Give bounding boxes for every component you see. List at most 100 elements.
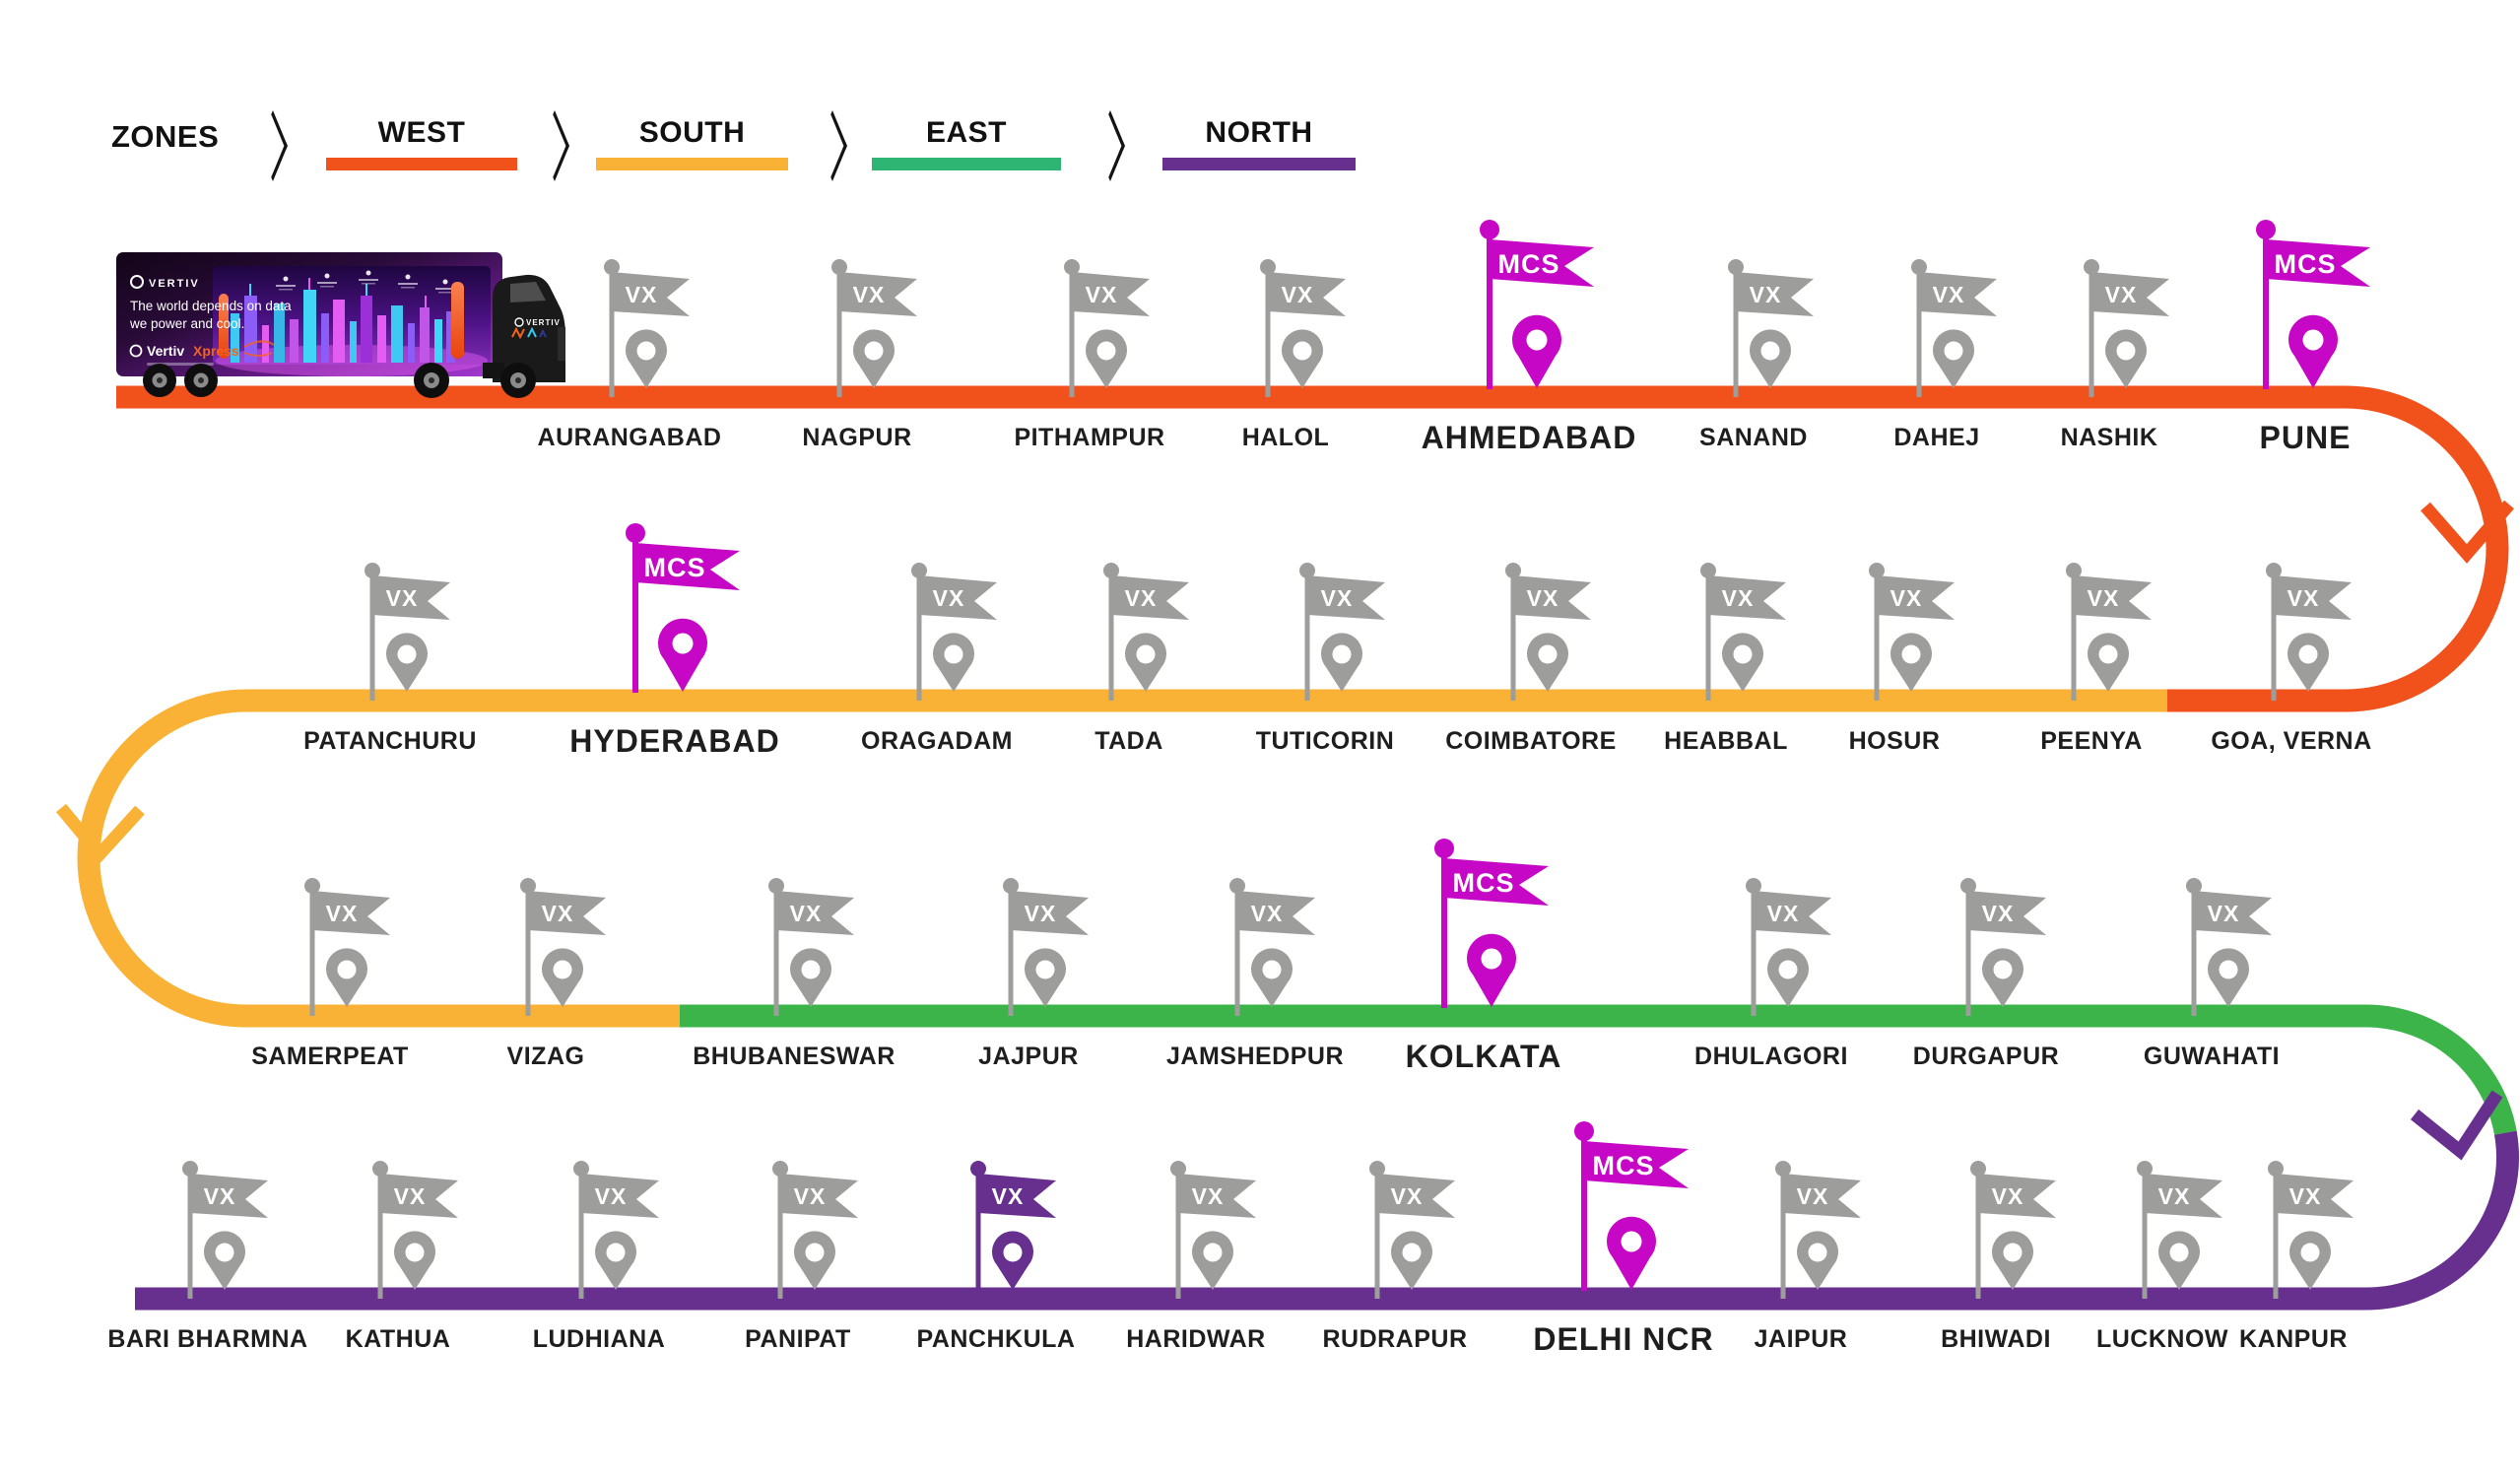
city-label: COIMBATORE xyxy=(1445,727,1617,755)
city-label: KATHUA xyxy=(346,1325,451,1353)
vx-flag-label: VX xyxy=(1192,1183,1225,1209)
city-label: HARIDWAR xyxy=(1126,1325,1266,1353)
truck-chassis xyxy=(483,363,504,378)
zone-label-north: NORTH xyxy=(1205,116,1313,149)
truck-tagline-line2: we power and cool. xyxy=(129,316,244,331)
vx-flag-label: VX xyxy=(1125,585,1158,611)
flag-pole xyxy=(1234,888,1240,1016)
city-marker-panipat: VX PANIPAT xyxy=(745,1161,858,1353)
vx-flag-label: VX xyxy=(2208,901,2240,926)
vx-flag-icon xyxy=(612,272,690,316)
vx-flag-icon xyxy=(528,891,606,935)
vx-flag-icon xyxy=(1178,1174,1256,1218)
flag-pole-cap xyxy=(1480,220,1499,239)
vx-flag-label: VX xyxy=(204,1183,236,1209)
vx-flag-label: VX xyxy=(853,282,886,307)
vx-flag-label: VX xyxy=(2105,282,2138,307)
flag-pole-cap xyxy=(520,878,536,894)
zone-color-bar-south xyxy=(596,158,788,170)
truck-screen-captions xyxy=(276,270,455,294)
city-marker-patanchuru: VX PATANCHURU xyxy=(303,563,476,755)
location-pin-hole xyxy=(1733,644,1753,664)
city-marker-kanpur: VX KANPUR xyxy=(2239,1161,2354,1353)
truck-illustration: VERTIV The world depends on data we powe… xyxy=(116,252,565,398)
city-label: JAIPUR xyxy=(1755,1325,1848,1353)
city-marker-bhubaneswar: VX BHUBANESWAR xyxy=(693,878,895,1070)
mcs-flag-icon xyxy=(2266,239,2370,287)
city-label: DURGAPUR xyxy=(1913,1043,2059,1070)
location-pin-hole xyxy=(606,1243,626,1262)
cab-logo-icon xyxy=(514,317,524,327)
flag-pole xyxy=(1510,573,1516,701)
vx-flag-icon xyxy=(1072,272,1150,316)
city-label: BARI BHARMNA xyxy=(107,1325,307,1353)
vx-flag-label: VX xyxy=(1933,282,1965,307)
flag-pole-cap xyxy=(1505,563,1521,578)
flag-pole-cap xyxy=(2084,259,2099,275)
zone-label-south: SOUTH xyxy=(638,116,746,149)
city-label: KOLKATA xyxy=(1406,1039,1562,1074)
location-pin-hole xyxy=(672,633,694,654)
flag-pole-cap xyxy=(1260,259,1276,275)
xpress-swirl-icon xyxy=(243,340,275,357)
vx-flag-icon xyxy=(380,1174,458,1218)
location-pin-icon xyxy=(1466,933,1516,1007)
location-pin-hole xyxy=(1035,960,1055,979)
zone-item-south: SOUTH xyxy=(596,116,788,170)
flag-pole-cap xyxy=(1960,878,1976,894)
city-marker-jaipur: VX JAIPUR xyxy=(1755,1161,1861,1353)
flag-pole-cap xyxy=(1170,1161,1186,1177)
vx-flag-label: VX xyxy=(790,901,823,926)
location-pin-hole xyxy=(405,1243,425,1262)
city-marker-tuticorin: VX TUTICORIN xyxy=(1256,563,1394,755)
city-label: RUDRAPUR xyxy=(1322,1325,1467,1353)
vx-flag-icon xyxy=(190,1174,268,1218)
truck-windshield xyxy=(510,282,546,303)
flag-pole-cap xyxy=(182,1161,198,1177)
flag-pole-cap xyxy=(1369,1161,1385,1177)
city-label: NASHIK xyxy=(2061,424,2158,451)
city-marker-bari-bharmna: VX BARI BHARMNA xyxy=(107,1161,307,1353)
location-pin-hole xyxy=(805,1243,825,1262)
flag-pole-cap xyxy=(1970,1161,1986,1177)
zones-legend: ZONES WEST SOUTH EAST NORTH xyxy=(0,0,2520,197)
city-marker-jajpur: VX JAJPUR xyxy=(978,878,1089,1070)
mcs-flag-icon xyxy=(1490,239,1594,287)
vx-flag-icon xyxy=(2274,575,2352,620)
flag-pole xyxy=(1780,1171,1786,1299)
city-label: HYDERABAD xyxy=(569,723,779,759)
location-pin-hole xyxy=(1808,1243,1827,1262)
location-pin-hole xyxy=(2300,1243,2320,1262)
location-pin-hole xyxy=(2003,1243,2023,1262)
vx-flag-icon xyxy=(1237,891,1315,935)
location-pin-hole xyxy=(1003,1243,1023,1262)
zone-color-bar-west xyxy=(326,158,517,170)
flag-pole-cap xyxy=(1775,1161,1791,1177)
city-marker-ludhiana: VX LUDHIANA xyxy=(533,1161,666,1353)
flag-pole xyxy=(1175,1171,1181,1299)
cab-brand: VERTIV xyxy=(526,318,561,327)
vx-flag-icon xyxy=(2276,1174,2354,1218)
city-marker-lucknow: VX LUCKNOW xyxy=(2096,1161,2228,1353)
cab-wave-graphic xyxy=(511,326,547,340)
city-label: LUDHIANA xyxy=(533,1325,666,1353)
vx-flag-label: VX xyxy=(1391,1183,1424,1209)
city-marker-hyderabad: MCS HYDERABAD xyxy=(569,523,779,759)
location-pin-hole xyxy=(1481,948,1502,970)
location-pin-hole xyxy=(2169,1243,2189,1262)
flag-pole-cap xyxy=(1911,259,1927,275)
city-label: HALOL xyxy=(1242,424,1330,451)
city-marker-dhulagori: VX DHULAGORI xyxy=(1694,878,1848,1070)
city-label: DHULAGORI xyxy=(1694,1043,1848,1070)
vx-flag-label: VX xyxy=(542,901,574,926)
city-label: BHUBANESWAR xyxy=(693,1043,895,1070)
location-pin-icon xyxy=(1606,1216,1656,1290)
flag-pole-cap xyxy=(2186,878,2202,894)
city-label: BHIWADI xyxy=(1941,1325,2051,1353)
city-marker-aurangabad: VX AURANGABAD xyxy=(538,259,721,451)
location-pin-hole xyxy=(864,341,884,361)
flag-pole xyxy=(2089,269,2094,397)
location-pin-icon xyxy=(2288,314,2338,388)
